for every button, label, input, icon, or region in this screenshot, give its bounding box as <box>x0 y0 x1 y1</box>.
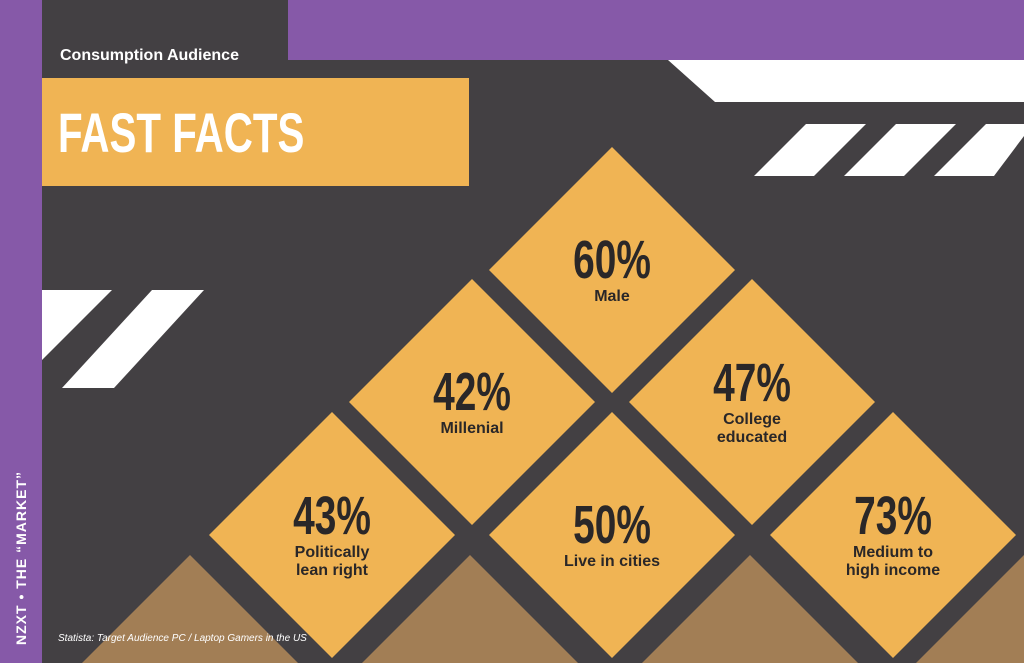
fact-value: 42% <box>433 361 511 422</box>
fact-diamond <box>489 147 735 393</box>
fact-value: 60% <box>573 229 651 290</box>
fact-diamond <box>349 279 595 525</box>
fact-label: lean right <box>296 562 369 579</box>
side-label: NZXT • THE “MARKET” <box>13 471 29 645</box>
fact-label: Politically <box>295 544 370 561</box>
fact-label: College <box>723 411 781 428</box>
fact-diamond <box>629 279 875 525</box>
title: FAST FACTS <box>58 103 304 165</box>
fact-diamond <box>489 412 735 658</box>
fact-value: 43% <box>293 485 371 546</box>
white-band <box>668 60 1024 102</box>
title-box <box>42 78 469 186</box>
fact-value: 47% <box>713 352 791 413</box>
fact-label: Millenial <box>440 420 503 437</box>
fact-diamond <box>209 412 455 658</box>
fact-label: high income <box>846 562 940 579</box>
subtitle: Consumption Audience <box>60 47 239 64</box>
side-bar <box>0 0 42 663</box>
fact-value: 73% <box>854 485 932 546</box>
top-bar <box>288 0 1024 60</box>
fact-label: educated <box>717 429 787 446</box>
fact-diamond <box>770 412 1016 658</box>
source: Statista: Target Audience PC / Laptop Ga… <box>58 633 307 644</box>
fact-label: Live in cities <box>564 553 660 570</box>
fact-label: Male <box>594 288 630 305</box>
fact-value: 50% <box>573 494 651 555</box>
bottom-triangles <box>82 555 1024 663</box>
fact-label: Medium to <box>853 544 933 561</box>
stripes <box>0 124 1024 388</box>
